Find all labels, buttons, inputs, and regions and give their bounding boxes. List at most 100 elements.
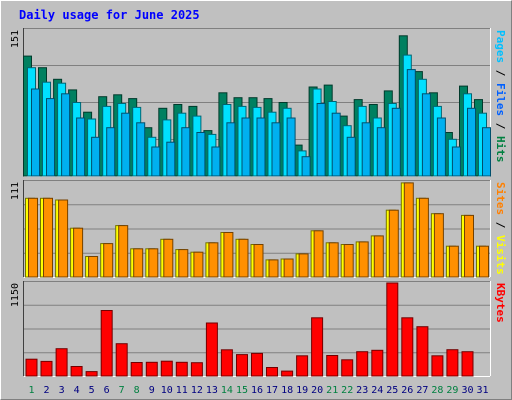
bar-kbytes-day-3	[55, 348, 68, 377]
bar-pages-day-6	[106, 127, 116, 177]
bar-pages-day-25	[391, 107, 401, 177]
x-tick-day-29: 29	[446, 385, 458, 396]
bar-pages-day-11	[181, 127, 191, 177]
bar-sites-day-29	[448, 245, 459, 278]
x-tick-day-31: 31	[476, 385, 488, 396]
bar-sites-day-22	[343, 244, 354, 278]
bar-sites-day-26	[403, 182, 414, 278]
bar-pages-day-20	[316, 103, 326, 177]
bar-pages-day-3	[61, 93, 71, 177]
bar-pages-day-23	[361, 122, 371, 177]
bar-sites-day-30	[464, 214, 474, 278]
y-max-label-hits-files-pages: 151	[10, 30, 21, 48]
bar-sites-day-14	[223, 232, 234, 278]
bar-sites-day-4	[73, 227, 84, 278]
bar-sites-day-6	[103, 243, 114, 278]
legend-kbytes-0: KBytes	[494, 283, 507, 323]
bar-sites-day-2	[43, 197, 53, 278]
x-tick-day-8: 8	[134, 385, 140, 396]
bar-kbytes-day-13	[205, 322, 218, 377]
bar-sites-day-1	[28, 197, 38, 278]
x-tick-day-13: 13	[206, 385, 218, 396]
bar-pages-day-2	[46, 98, 55, 177]
bar-kbytes-day-5	[85, 371, 98, 377]
bar-pages-day-16	[256, 117, 266, 177]
legend-hits-files-pages-0: Pages	[494, 30, 507, 63]
x-tick-day-18: 18	[281, 385, 293, 396]
x-tick-day-19: 19	[296, 385, 308, 396]
bar-sites-day-9	[148, 248, 159, 278]
x-tick-day-1: 1	[28, 385, 34, 396]
bar-kbytes-day-12	[190, 362, 203, 377]
bar-pages-day-19	[301, 156, 311, 177]
bar-kbytes-day-4	[70, 366, 83, 377]
bar-pages-day-31	[482, 127, 491, 177]
bar-sites-day-17	[268, 259, 279, 278]
bar-kbytes-day-9	[145, 361, 158, 377]
bar-sites-day-23	[358, 241, 369, 278]
series-legend-sites-visits: Sites / Visits	[494, 182, 507, 275]
bar-pages-day-13	[211, 146, 221, 177]
bar-sites-day-20	[313, 230, 324, 278]
chart-title: Daily usage for June 2025	[19, 8, 200, 22]
bar-pages-day-1	[31, 88, 40, 177]
bar-sites-day-25	[388, 209, 399, 278]
bar-pages-day-17	[271, 122, 281, 177]
x-tick-day-16: 16	[251, 385, 263, 396]
x-tick-day-3: 3	[59, 385, 65, 396]
bar-pages-day-24	[376, 127, 386, 177]
bar-kbytes-day-11	[175, 361, 188, 377]
series-legend-kbytes: KBytes	[494, 283, 507, 323]
bar-pages-day-18	[286, 117, 296, 177]
x-tick-day-26: 26	[401, 385, 413, 396]
x-tick-day-27: 27	[416, 385, 428, 396]
bar-kbytes-day-16	[251, 352, 263, 377]
x-tick-day-20: 20	[311, 385, 323, 396]
y-max-label-kbytes: 1150	[10, 283, 21, 307]
bar-sites-day-7	[118, 225, 129, 278]
series-legend-hits-files-pages: Pages / Files / Hits	[494, 30, 507, 163]
bar-kbytes-day-29	[446, 349, 459, 377]
bar-pages-day-9	[151, 146, 161, 177]
bar-kbytes-day-26	[401, 317, 414, 377]
bar-kbytes-day-6	[100, 310, 113, 377]
bar-sites-day-18	[283, 258, 294, 278]
bar-sites-day-16	[253, 244, 264, 278]
legend-hits-files-pages-1: /	[494, 63, 507, 83]
bar-kbytes-day-17	[266, 367, 278, 377]
bar-pages-day-28	[436, 117, 446, 177]
bar-kbytes-day-19	[296, 355, 309, 377]
bar-kbytes-day-20	[311, 317, 324, 377]
legend-sites-visits-0: Sites	[494, 182, 507, 215]
x-tick-day-6: 6	[104, 385, 110, 396]
bar-sites-day-5	[88, 256, 99, 278]
x-tick-day-10: 10	[161, 385, 173, 396]
x-tick-day-23: 23	[356, 385, 368, 396]
bar-kbytes-day-28	[431, 355, 444, 377]
legend-hits-files-pages-2: Files	[494, 83, 507, 116]
bar-pages-day-26	[406, 69, 416, 177]
x-tick-day-21: 21	[326, 385, 338, 396]
bar-pages-day-29	[451, 146, 461, 177]
bar-pages-day-8	[136, 122, 146, 177]
bar-pages-day-7	[121, 112, 131, 177]
x-tick-day-24: 24	[371, 385, 383, 396]
bar-kbytes-day-21	[326, 355, 339, 377]
bar-sites-day-21	[328, 242, 339, 278]
bar-kbytes-day-30	[461, 351, 474, 377]
y-max-label-sites-visits: 111	[10, 182, 21, 200]
bar-sites-day-10	[163, 238, 174, 278]
x-tick-day-12: 12	[191, 385, 203, 396]
bar-kbytes-day-15	[236, 354, 248, 377]
bar-sites-day-27	[418, 197, 429, 278]
bar-sites-day-13	[208, 242, 219, 278]
bar-kbytes-day-2	[40, 360, 53, 377]
bar-kbytes-day-27	[416, 326, 429, 377]
x-tick-day-30: 30	[461, 385, 473, 396]
bar-kbytes-day-25	[386, 282, 399, 377]
x-tick-day-14: 14	[221, 385, 233, 396]
bar-kbytes-day-23	[356, 351, 369, 377]
bar-pages-day-5	[91, 136, 101, 177]
bar-kbytes-day-24	[371, 349, 384, 377]
